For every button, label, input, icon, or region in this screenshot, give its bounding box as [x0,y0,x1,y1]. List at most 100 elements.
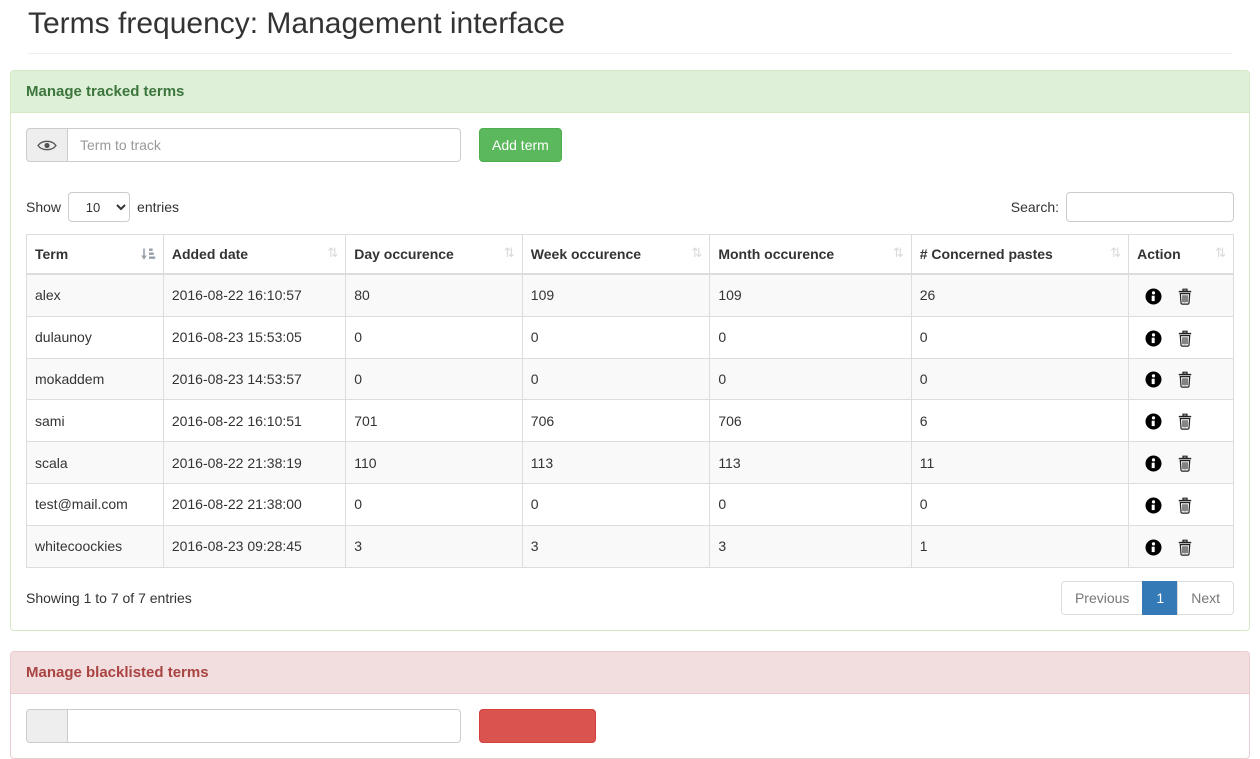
cell-term: mokaddem [26,357,164,401]
cell-term: dulaunoy [26,315,164,359]
cell-added-date: 2016-08-22 16:10:51 [162,399,347,443]
cell-term: sami [26,399,164,443]
info-button[interactable] [1145,539,1162,556]
sort-icon: ⇅ [503,246,515,261]
blacklist-addon [26,708,67,743]
trash-button[interactable] [1178,371,1193,389]
cell-action [1128,315,1234,359]
info-icon [1145,497,1162,514]
info-icon [1145,413,1162,430]
cell-concerned-pastes: 0 [910,315,1130,359]
cell-added-date: 2016-08-23 09:28:45 [162,524,347,568]
trash-icon [1178,413,1193,431]
cell-month-occurence: 0 [709,315,912,359]
info-button[interactable] [1145,330,1162,347]
cell-action [1128,399,1234,443]
eye-icon [37,140,57,150]
tracked-terms-table: Term Added date ⇅ [26,234,1234,568]
blacklisted-terms-panel: Manage blacklisted terms [10,650,1250,759]
trash-button[interactable] [1178,330,1193,347]
table-row: dulaunoy 2016-08-23 15:53:05 0 0 0 0 [26,315,1234,359]
term-to-track-input[interactable] [67,128,461,162]
info-icon [1145,455,1162,472]
column-header-week-occurence[interactable]: Week occurence ⇅ [521,234,711,275]
sort-icon: ⇅ [1110,246,1122,261]
table-row: mokaddem 2016-08-23 14:53:57 0 0 0 0 [26,357,1234,401]
trash-button[interactable] [1178,288,1193,305]
column-header-label: # Concerned pastes [919,246,1053,262]
trash-icon [1178,497,1193,514]
cell-month-occurence: 706 [709,399,912,443]
cell-month-occurence: 113 [709,441,912,484]
table-info: Showing 1 to 7 of 7 entries [26,589,192,606]
pagination-next[interactable]: Next [1177,580,1234,615]
column-header-concerned-pastes[interactable]: # Concerned pastes ⇅ [910,234,1130,275]
cell-concerned-pastes: 11 [910,441,1130,484]
search-label: Search: [1010,199,1059,215]
cell-added-date: 2016-08-22 21:38:19 [162,441,347,484]
pagination-page-1[interactable]: 1 [1142,580,1179,615]
sort-icon: ⇅ [327,246,339,261]
table-row: sami 2016-08-22 16:10:51 701 706 706 6 [26,399,1234,443]
tracked-panel-heading: Manage tracked terms [11,71,1249,113]
cell-term: test@mail.com [26,482,164,526]
cell-added-date: 2016-08-22 16:10:57 [162,273,347,317]
tracked-terms-panel: Manage tracked terms Add term Show [10,70,1250,631]
cell-day-occurence: 110 [345,441,523,484]
info-button[interactable] [1145,497,1162,514]
info-icon [1145,371,1162,388]
blacklist-panel-heading: Manage blacklisted terms [11,651,1249,694]
page-title: Terms frequency: Management interface [28,7,565,40]
column-header-label: Added date [171,246,249,262]
info-button[interactable] [1145,455,1162,472]
pagination-previous[interactable]: Previous [1060,580,1144,615]
column-header-label: Term [35,246,69,262]
cell-concerned-pastes: 6 [910,399,1130,443]
term-to-blacklist-input[interactable] [67,708,461,743]
cell-week-occurence: 0 [521,357,711,401]
page-length-select[interactable]: 10 [68,192,131,222]
cell-term: alex [26,273,164,317]
term-input-group [26,128,461,162]
cell-action [1128,357,1234,401]
show-label: Show [26,199,62,215]
column-header-day-occurence[interactable]: Day occurence ⇅ [345,234,523,275]
trash-button[interactable] [1178,455,1193,472]
trash-icon [1178,539,1193,556]
info-button[interactable] [1145,413,1162,430]
eye-addon [26,128,67,162]
cell-term: scala [26,441,164,484]
info-icon [1145,330,1162,347]
cell-action [1128,482,1234,526]
trash-button[interactable] [1178,539,1193,556]
cell-concerned-pastes: 1 [910,524,1130,568]
cell-day-occurence: 0 [345,482,523,526]
sort-icon: ⇅ [892,246,904,261]
info-button[interactable] [1145,288,1162,305]
cell-added-date: 2016-08-23 15:53:05 [162,315,347,359]
search-input[interactable] [1066,192,1234,222]
column-header-month-occurence[interactable]: Month occurence ⇅ [709,234,912,275]
blacklist-term-button[interactable] [479,708,596,743]
add-term-button[interactable]: Add term [479,128,562,162]
trash-icon [1178,288,1193,305]
table-row: scala 2016-08-22 21:38:19 110 113 113 11 [26,441,1234,484]
column-header-action[interactable]: Action ⇅ [1128,234,1234,275]
trash-button[interactable] [1178,413,1193,431]
cell-concerned-pastes: 0 [910,357,1130,401]
cell-month-occurence: 3 [709,524,912,568]
cell-added-date: 2016-08-22 21:38:00 [162,482,347,526]
info-icon [1145,288,1162,305]
trash-button[interactable] [1178,497,1193,514]
table-row: alex 2016-08-22 16:10:57 80 109 109 26 [26,273,1234,317]
blacklist-input-group [26,708,461,743]
sort-asc-icon [141,248,156,260]
info-button[interactable] [1145,371,1162,388]
pagination: Previous 1 Next [1060,580,1234,615]
cell-week-occurence: 109 [521,273,711,317]
column-header-label: Week occurence [530,246,642,262]
table-header-row: Term Added date ⇅ [26,234,1234,275]
column-header-term[interactable]: Term [26,234,164,275]
column-header-added-date[interactable]: Added date ⇅ [162,234,347,275]
cell-week-occurence: 113 [521,441,711,484]
